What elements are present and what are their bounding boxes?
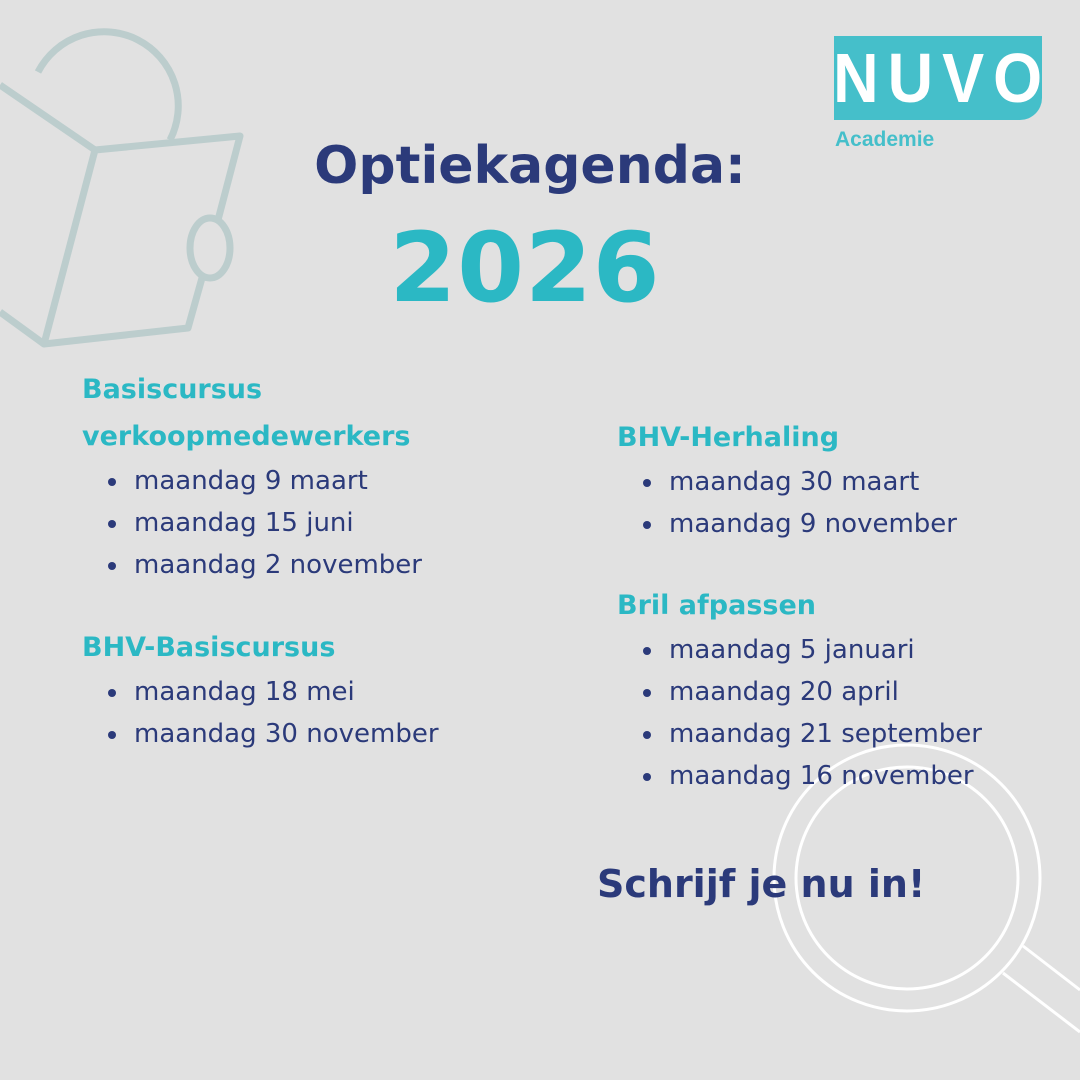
nuvo-logo: NUVO (833, 36, 1042, 120)
section-bril-afpassen: Bril afpassen maandag 5 januari maandag … (617, 582, 982, 797)
list-item: maandag 16 november (617, 755, 982, 797)
section-bhv-herhaling: BHV-Herhaling maandag 30 maart maandag 9… (617, 414, 957, 545)
section-title: verkoopmedewerkers (82, 421, 411, 452)
page-title: Optiekagenda: (314, 136, 746, 196)
list-item: maandag 18 mei (82, 671, 439, 713)
section-title: BHV-Herhaling (617, 422, 840, 453)
list-item: maandag 2 november (82, 544, 422, 586)
call-to-action: Schrijf je nu in! (597, 862, 926, 906)
section-title: Bril afpassen (617, 590, 816, 621)
section-basiscursus-verkoopmedewerkers: Basiscursus verkoopmedewerkers maandag 9… (82, 366, 422, 586)
list-item: maandag 5 januari (617, 629, 982, 671)
section-bhv-basiscursus: BHV-Basiscursus maandag 18 mei maandag 3… (82, 624, 439, 755)
section-title: BHV-Basiscursus (82, 632, 336, 663)
list-item: maandag 20 april (617, 671, 982, 713)
year-heading: 2026 (389, 212, 661, 324)
magnifying-glass-icon (772, 743, 1080, 1034)
section-title: Basiscursus (82, 374, 263, 405)
list-item: maandag 30 maart (617, 461, 957, 503)
reading-person-icon (0, 28, 244, 348)
logo-text: NUVO (832, 39, 1052, 117)
list-item: maandag 9 november (617, 503, 957, 545)
logo-subtitle: Academie (835, 128, 935, 151)
list-item: maandag 30 november (82, 713, 439, 755)
list-item: maandag 21 september (617, 713, 982, 755)
list-item: maandag 15 juni (82, 502, 422, 544)
list-item: maandag 9 maart (82, 460, 422, 502)
